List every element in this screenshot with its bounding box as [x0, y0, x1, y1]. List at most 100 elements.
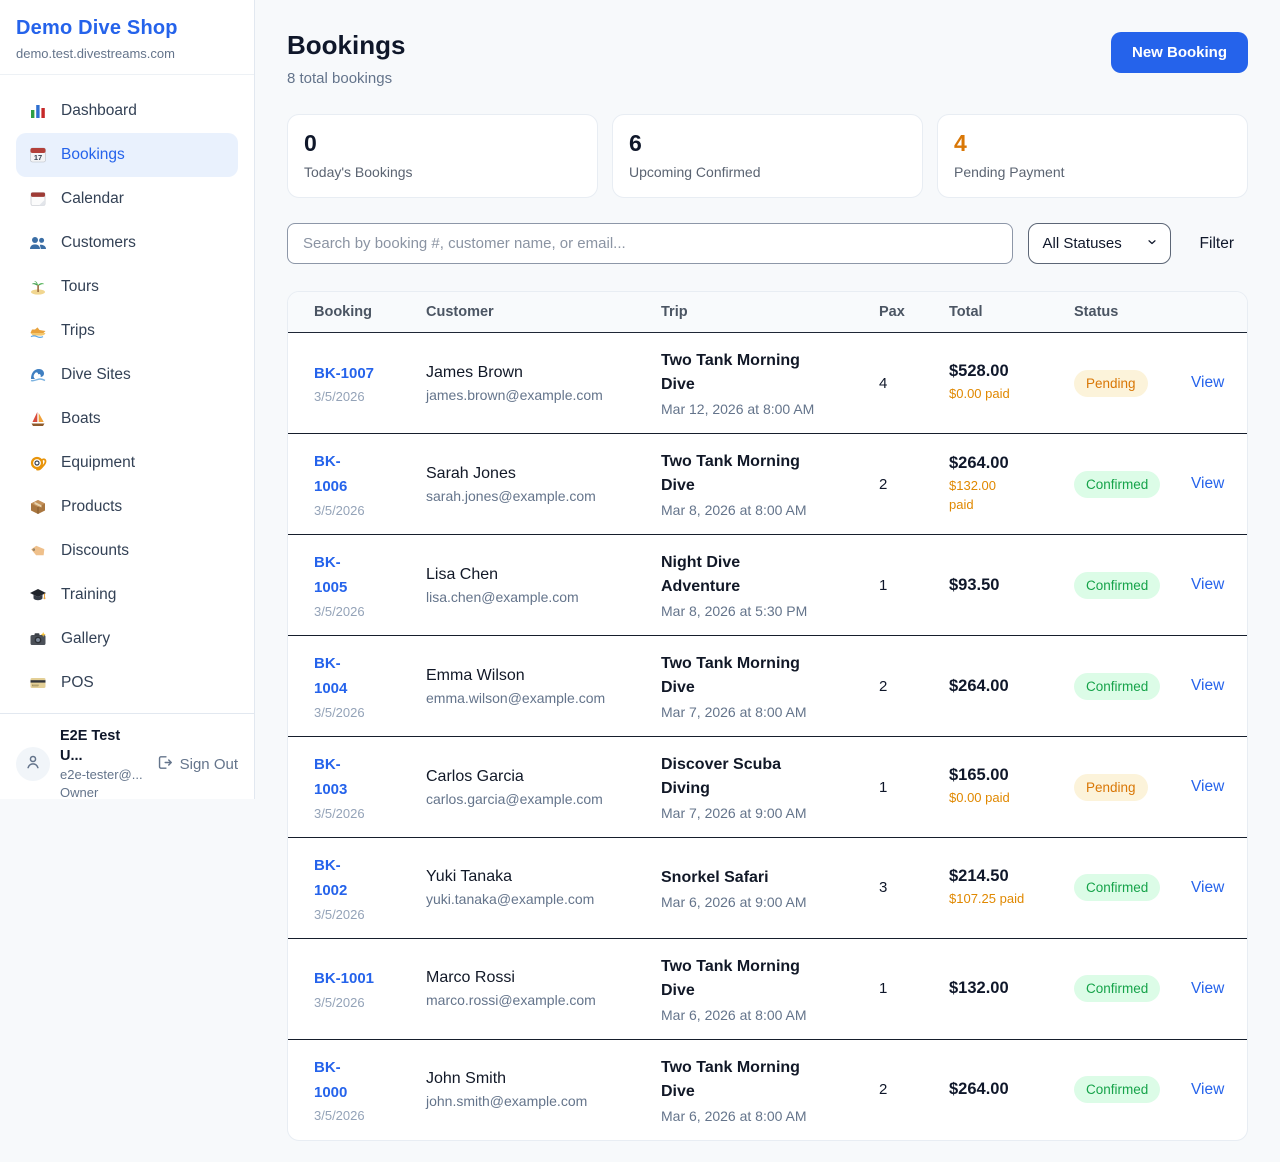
- user-section: E2E Test U... e2e-tester@... Owner Sign …: [0, 713, 254, 814]
- paid-amount: $107.25 paid: [949, 890, 1025, 906]
- trip-datetime: Mar 6, 2026 at 8:00 AM: [661, 1006, 807, 1023]
- avatar: [16, 747, 50, 782]
- sidebar-item-label: Dashboard: [61, 102, 137, 119]
- customer-email: emma.wilson@example.com: [426, 689, 606, 706]
- filter-button[interactable]: Filter: [1186, 235, 1248, 253]
- view-link[interactable]: View: [1191, 374, 1225, 391]
- trip-name: Two Tank Morning Dive: [661, 352, 800, 393]
- search-input[interactable]: [287, 223, 1013, 264]
- table-row: BK-1003 3/5/2026 Carlos Garcia carlos.ga…: [288, 737, 1247, 838]
- customer-name: John Smith: [426, 1070, 507, 1087]
- trip-name: Two Tank Morning Dive: [661, 655, 800, 696]
- total-amount: $165.00: [949, 766, 1009, 785]
- sidebar-item-discounts[interactable]: Discounts: [16, 529, 238, 573]
- view-link[interactable]: View: [1191, 1080, 1225, 1098]
- trip-cell: Two Tank Morning Dive Mar 6, 2026 at 8:0…: [661, 955, 879, 1023]
- status-badge: Pending: [1074, 773, 1148, 801]
- actions-cell: View: [1191, 980, 1227, 998]
- total-cell: $264.00 $132.00 paid: [949, 454, 1074, 515]
- booking-id-link[interactable]: BK-1006: [314, 453, 348, 495]
- trip-datetime: Mar 8, 2026 at 5:30 PM: [661, 603, 808, 619]
- booking-cell: BK-1007 3/5/2026: [314, 362, 426, 405]
- sidebar-item-label: Products: [61, 498, 123, 515]
- sidebar-item-trips[interactable]: Trips: [16, 309, 238, 353]
- user-role: Owner: [60, 784, 99, 800]
- sidebar-item-dashboard[interactable]: Dashboard: [16, 89, 238, 133]
- booking-id-link[interactable]: BK-1004: [314, 655, 348, 697]
- sidebar-item-calendar[interactable]: Calendar: [16, 177, 238, 221]
- sidebar-item-label: Dive Sites: [61, 366, 131, 383]
- person-icon: [24, 753, 42, 776]
- customer-cell: Lisa Chen lisa.chen@example.com: [426, 566, 661, 605]
- view-link[interactable]: View: [1191, 475, 1225, 492]
- trip-datetime: Mar 6, 2026 at 8:00 AM: [661, 1107, 807, 1124]
- new-booking-button[interactable]: New Booking: [1110, 32, 1248, 73]
- status-cell: Confirmed: [1074, 672, 1191, 700]
- trip-datetime: Mar 7, 2026 at 8:00 AM: [661, 704, 807, 720]
- booking-id-link[interactable]: BK-1003: [314, 756, 348, 798]
- booking-id-link[interactable]: BK-1000: [314, 1058, 348, 1101]
- sidebar-item-pos[interactable]: POS: [16, 661, 238, 705]
- booking-cell: BK-1002 3/5/2026: [314, 854, 426, 922]
- view-link[interactable]: View: [1191, 677, 1225, 694]
- booking-id-link[interactable]: BK-1002: [314, 857, 348, 899]
- sidebar-item-bookings[interactable]: 17 Bookings: [16, 133, 238, 177]
- sidebar-item-dive-sites[interactable]: Dive Sites: [16, 353, 238, 397]
- view-link[interactable]: View: [1191, 979, 1225, 997]
- shop-domain: demo.test.divestreams.com: [16, 46, 175, 61]
- sidebar-item-label: Customers: [61, 234, 136, 251]
- view-link[interactable]: View: [1191, 576, 1225, 593]
- sidebar-item-equipment[interactable]: Equipment: [16, 441, 238, 485]
- speedboat-icon: [28, 321, 48, 341]
- sidebar-item-gallery[interactable]: Gallery: [16, 617, 238, 661]
- paid-amount: $132.00 paid: [949, 477, 996, 512]
- view-link[interactable]: View: [1191, 778, 1225, 795]
- booking-cell: BK-1005 3/5/2026: [314, 551, 426, 619]
- trip-cell: Two Tank Morning Dive Mar 7, 2026 at 8:0…: [661, 652, 879, 720]
- sidebar-item-boats[interactable]: Boats: [16, 397, 238, 441]
- booking-id-link[interactable]: BK-1007: [314, 364, 375, 382]
- total-amount: $93.50: [949, 575, 1000, 594]
- column-header-booking: Booking: [314, 304, 372, 320]
- table-row: BK-1007 3/5/2026 James Brown james.brown…: [288, 333, 1247, 434]
- trip-datetime: Mar 12, 2026 at 8:00 AM: [661, 401, 815, 417]
- status-cell: Confirmed: [1074, 874, 1191, 902]
- pax-count: 1: [879, 576, 888, 594]
- booking-date: 3/5/2026: [314, 704, 365, 720]
- status-cell: Confirmed: [1074, 470, 1191, 498]
- booking-id-link[interactable]: BK-1005: [314, 554, 348, 596]
- sailboat-icon: [28, 409, 48, 429]
- customer-name: James Brown: [426, 363, 523, 381]
- table-row: BK-1004 3/5/2026 Emma Wilson emma.wilson…: [288, 636, 1247, 737]
- customer-cell: John Smith john.smith@example.com: [426, 1070, 661, 1109]
- sidebar-item-label: Boats: [61, 410, 101, 427]
- trip-cell: Snorkel Safari Mar 6, 2026 at 9:00 AM: [661, 866, 879, 910]
- actions-cell: View: [1191, 475, 1227, 493]
- sidebar-item-products[interactable]: Products: [16, 485, 238, 529]
- customer-cell: Emma Wilson emma.wilson@example.com: [426, 667, 661, 706]
- sidebar-item-training[interactable]: Training: [16, 573, 238, 617]
- status-badge: Confirmed: [1074, 672, 1161, 700]
- pax-count: 4: [879, 374, 888, 392]
- total-amount: $264.00: [949, 453, 1009, 472]
- trip-cell: Night Dive Adventure Mar 8, 2026 at 5:30…: [661, 551, 879, 619]
- booking-date: 3/5/2026: [314, 1108, 365, 1124]
- sidebar-item-customers[interactable]: Customers: [16, 221, 238, 265]
- table-row: BK-1006 3/5/2026 Sarah Jones sarah.jones…: [288, 434, 1247, 535]
- booking-id-link[interactable]: BK-1001: [314, 970, 375, 988]
- sign-out-button[interactable]: Sign Out: [156, 754, 238, 775]
- status-filter-select[interactable]: All Statuses: [1027, 223, 1171, 264]
- column-header-status: Status: [1074, 304, 1119, 320]
- sidebar-item-tours[interactable]: Tours: [16, 265, 238, 309]
- view-link[interactable]: View: [1191, 878, 1225, 896]
- customer-name: Sarah Jones: [426, 464, 516, 482]
- booking-date: 3/5/2026: [314, 389, 365, 405]
- trip-name: Discover Scuba Diving: [661, 756, 782, 797]
- user-meta: E2E Test U... e2e-tester@... Owner: [60, 727, 146, 801]
- wave-icon: [28, 365, 48, 385]
- pax-count: 1: [879, 980, 888, 997]
- stat-value: 6: [629, 130, 642, 156]
- customer-email: marco.rossi@example.com: [426, 992, 596, 1008]
- sidebar-item-label: Discounts: [61, 542, 130, 559]
